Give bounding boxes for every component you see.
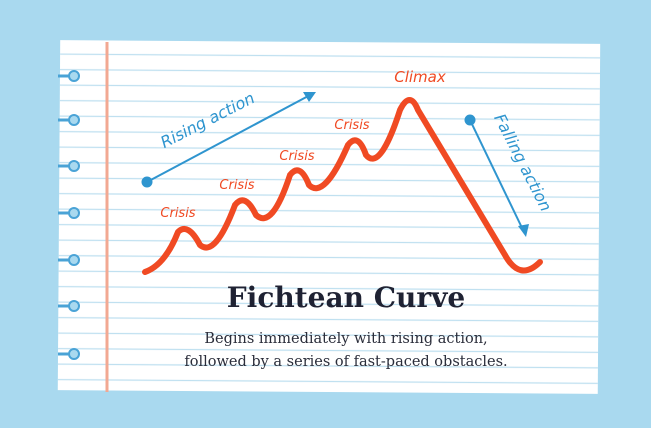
- title: Fichtean Curve: [227, 281, 465, 314]
- paper: [57, 40, 601, 394]
- falling-arrow: [464, 114, 529, 237]
- climax-label: Climax: [394, 68, 446, 86]
- crisis-label: Crisis: [160, 206, 195, 221]
- subtitle-line: Begins immediately with rising action,: [204, 331, 487, 347]
- binder-holes: [58, 70, 80, 360]
- crisis-label: Crisis: [334, 118, 369, 133]
- rising-arrow: [141, 92, 316, 188]
- fichtean-curve: [142, 97, 543, 275]
- crisis-label: Crisis: [279, 149, 314, 164]
- crisis-label: Crisis: [219, 178, 254, 193]
- subtitle-line: followed by a series of fast-paced obsta…: [184, 354, 507, 370]
